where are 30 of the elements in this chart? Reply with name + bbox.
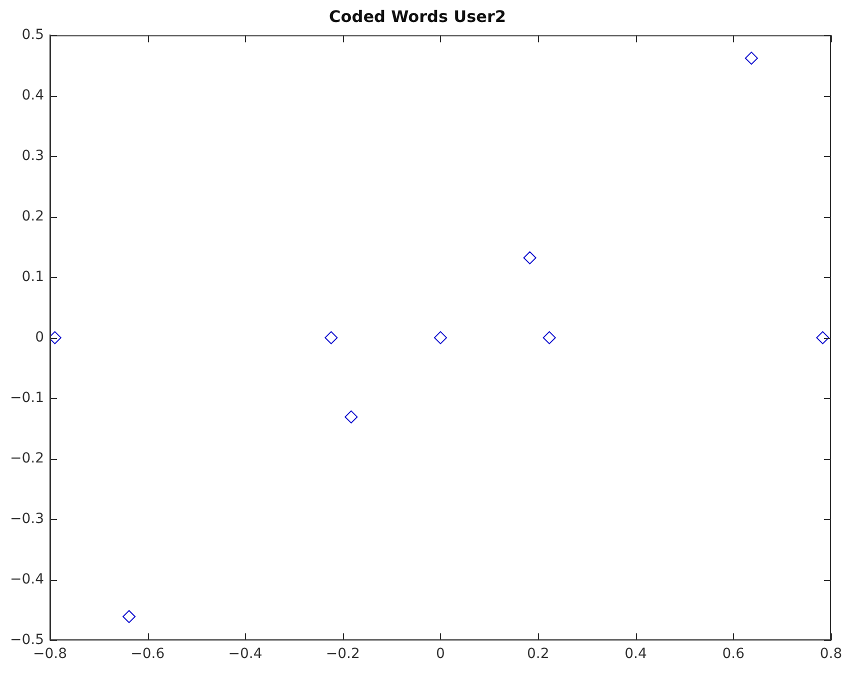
- x-tick-label: 0.6: [722, 646, 745, 662]
- chart-title: Coded Words User2: [329, 6, 506, 26]
- y-tick-label: −0.4: [10, 571, 44, 588]
- x-tick-label: 0.4: [624, 646, 647, 662]
- point: [816, 331, 830, 344]
- point: [744, 52, 758, 65]
- x-tick-label: −0.6: [130, 646, 165, 662]
- point: [523, 251, 536, 264]
- x-tick-label: 0.8: [820, 646, 842, 662]
- x-tick-label: −0.8: [32, 646, 67, 662]
- y-tick-label: 0.3: [22, 148, 44, 164]
- y-tick-label: −0.2: [10, 450, 44, 466]
- x-tick-label: 0.2: [526, 646, 550, 662]
- point: [324, 331, 338, 344]
- x-tick-label: 0: [436, 646, 445, 662]
- point: [50, 331, 62, 344]
- point: [434, 331, 447, 344]
- point: [122, 610, 136, 624]
- y-tick-label: −0.3: [10, 510, 44, 527]
- y-tick-label: 0.1: [22, 268, 44, 285]
- point: [344, 410, 358, 424]
- y-tick-label: −0.5: [10, 632, 44, 648]
- y-tick-label: 0.4: [22, 87, 44, 104]
- x-tick-label: −0.4: [228, 646, 262, 662]
- y-tick-label: 0: [35, 329, 44, 346]
- y-tick-label: 0.5: [22, 26, 44, 43]
- y-tick-label: 0.2: [22, 208, 44, 224]
- y-tick-label: −0.1: [10, 390, 44, 406]
- x-tick-label: −0.2: [326, 646, 360, 662]
- point: [542, 331, 556, 344]
